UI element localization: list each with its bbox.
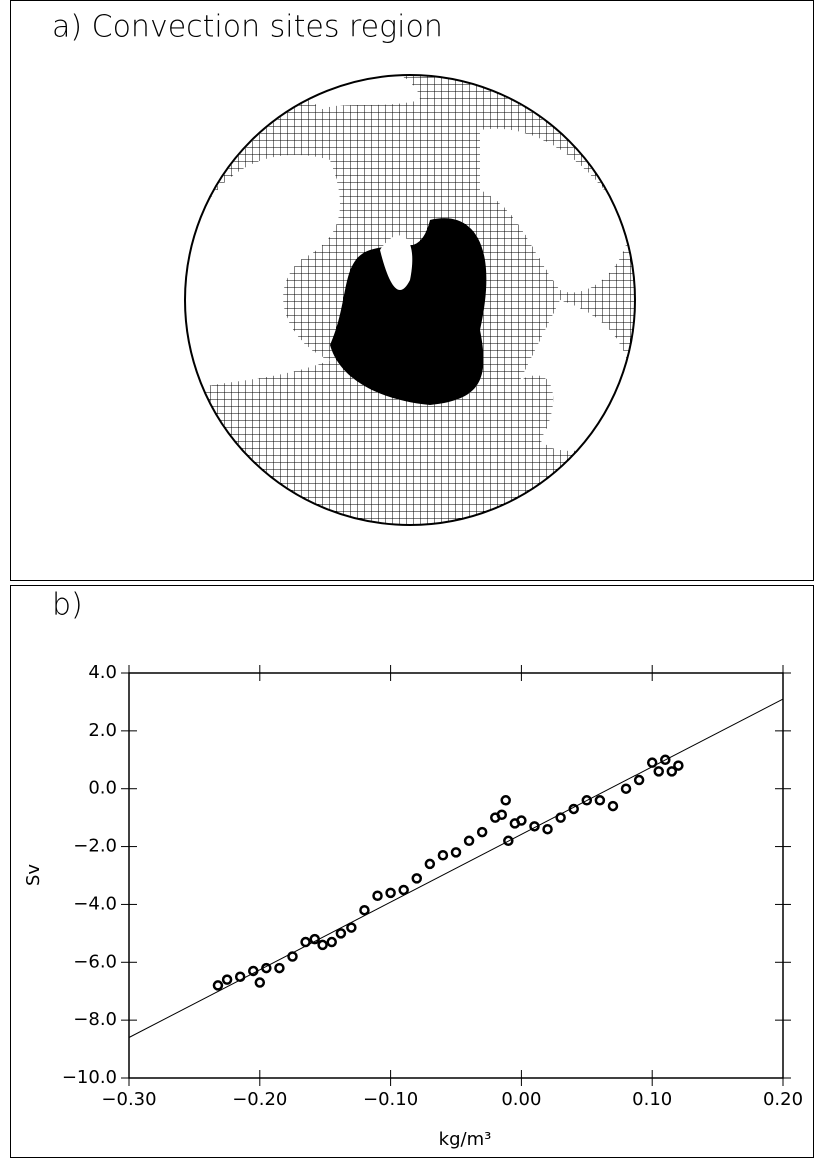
point [529, 821, 540, 832]
x-tick-label: −0.10 [363, 1089, 418, 1110]
point [248, 965, 259, 977]
point [385, 887, 396, 899]
point [581, 795, 593, 806]
point [476, 826, 488, 838]
point [212, 980, 224, 991]
point [607, 800, 619, 812]
point [317, 939, 328, 951]
point [300, 936, 311, 948]
point [450, 847, 462, 858]
y-tick-label: 2.0 [88, 720, 117, 741]
point [500, 795, 511, 806]
point [646, 757, 658, 768]
point [221, 974, 233, 985]
point [666, 766, 678, 777]
point [261, 962, 272, 974]
fit-line [128, 698, 784, 1038]
panel-b-title: b) [52, 588, 83, 623]
plot-frame [128, 672, 784, 1079]
x-tick-label: −0.20 [232, 1089, 287, 1110]
point [411, 873, 423, 884]
y-tick-label: −8.0 [73, 1009, 117, 1030]
point [234, 971, 246, 982]
point [335, 928, 347, 939]
y-tick-label: −6.0 [73, 951, 117, 972]
y-tick-label: 4.0 [88, 662, 117, 683]
point [503, 835, 514, 847]
point [437, 850, 449, 861]
point [424, 858, 436, 870]
point [287, 951, 298, 962]
x-tick-label: −0.30 [101, 1089, 156, 1110]
y-axis-label: Sv [23, 864, 44, 886]
y-tick-label: −4.0 [73, 893, 117, 914]
y-tick-label: −10.0 [62, 1067, 117, 1088]
point [620, 783, 632, 794]
panel-a-title: a) Convection sites region [52, 10, 443, 45]
x-tick-label: 0.10 [632, 1089, 672, 1110]
point [463, 835, 475, 847]
point [326, 936, 337, 948]
point [660, 754, 671, 766]
point [516, 815, 527, 826]
y-tick-label: 0.0 [88, 778, 117, 799]
point [594, 795, 606, 806]
point [653, 766, 664, 777]
globe [185, 75, 635, 525]
panel-b-frame [10, 585, 814, 1158]
point [359, 904, 370, 916]
y-tick-label: −2.0 [73, 836, 117, 857]
point [568, 803, 579, 815]
point [254, 977, 266, 988]
point [633, 774, 645, 786]
point [542, 823, 553, 835]
x-axis-label: kg/m³ [439, 1129, 492, 1150]
point [309, 933, 320, 945]
point [346, 922, 357, 933]
point [496, 809, 508, 820]
point [372, 890, 383, 901]
point [274, 962, 285, 974]
x-tick-label: 0.20 [763, 1089, 803, 1110]
point [555, 812, 566, 823]
point [673, 760, 684, 771]
point [398, 884, 409, 896]
x-tick-label: 0.00 [501, 1089, 541, 1110]
